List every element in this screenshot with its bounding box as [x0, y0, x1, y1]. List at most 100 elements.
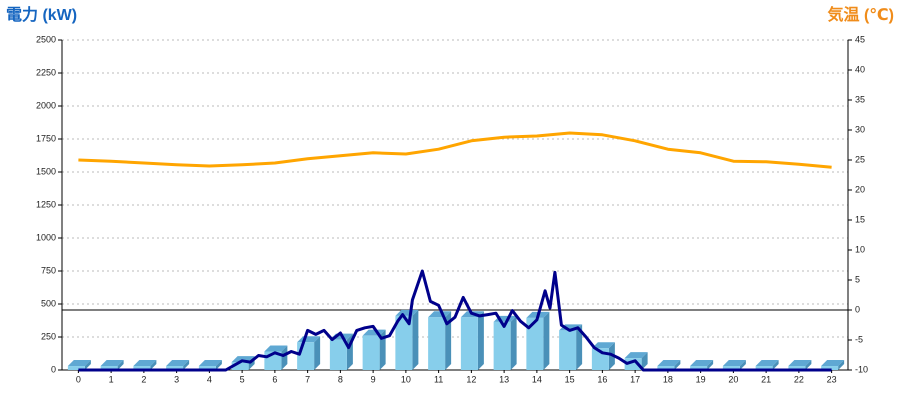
bar: [722, 366, 740, 370]
x-tick-label: 23: [827, 374, 837, 384]
bar: [657, 366, 675, 370]
bar-side: [805, 360, 812, 370]
y-axis-title: 電力 (kW): [6, 5, 77, 24]
x-tick-label: 17: [630, 374, 640, 384]
x-tick-label: 9: [371, 374, 376, 384]
y2-tick-label: 35: [855, 94, 865, 104]
x-tick-label: 4: [207, 374, 212, 384]
grid: [62, 39, 848, 338]
bar-3d: [690, 360, 714, 370]
bar-3d: [198, 360, 222, 370]
x-tick-label: 18: [663, 374, 673, 384]
y-tick-label: 500: [41, 298, 56, 308]
bar-side: [674, 360, 681, 370]
bar-side: [641, 352, 648, 370]
bar-side: [477, 311, 484, 370]
bar-side: [215, 360, 222, 370]
bar: [428, 317, 446, 370]
x-tick-label: 13: [499, 374, 509, 384]
bar-top: [166, 360, 190, 367]
x-tick-label: 19: [696, 374, 706, 384]
y2-tick-label: 40: [855, 64, 865, 74]
bar-side: [84, 360, 91, 370]
bar-top: [133, 360, 157, 367]
bar: [755, 366, 773, 370]
y2-tick-label: -5: [855, 334, 863, 344]
bar-side: [117, 360, 124, 370]
bar-3d: [133, 360, 157, 370]
y2-tick-label: 15: [855, 214, 865, 224]
bar: [788, 366, 806, 370]
bar-side: [445, 311, 452, 370]
bar-top: [591, 342, 615, 349]
bar-3d: [362, 329, 386, 370]
bar-side: [838, 360, 845, 370]
x-tick-label: 3: [174, 374, 179, 384]
bar: [559, 330, 577, 370]
bar: [460, 317, 478, 370]
bar-side: [281, 345, 288, 370]
bar: [690, 366, 708, 370]
bar-side: [707, 360, 714, 370]
bar: [198, 366, 216, 370]
y-tick-label: 1000: [36, 232, 56, 242]
x-tick-label: 12: [466, 374, 476, 384]
x-tick-label: 0: [76, 374, 81, 384]
y2-tick-label: 10: [855, 244, 865, 254]
bar-top: [100, 360, 124, 367]
bar-top: [624, 352, 648, 359]
bar-3d: [722, 360, 746, 370]
y-tick-label: 1500: [36, 166, 56, 176]
bar-side: [150, 360, 157, 370]
x-tick-label: 2: [141, 374, 146, 384]
y-tick-label: 1250: [36, 199, 56, 209]
bar: [67, 366, 85, 370]
bar: [329, 339, 347, 370]
y2-tick-label: 30: [855, 124, 865, 134]
x-tick-label: 1: [109, 374, 114, 384]
x-tick-label: 21: [761, 374, 771, 384]
x-tick-label: 22: [794, 374, 804, 384]
bar-3d: [428, 311, 452, 370]
x-tick-label: 6: [272, 374, 277, 384]
bar-3d: [755, 360, 779, 370]
bar-top: [198, 360, 222, 367]
bar: [133, 366, 151, 370]
bar-side: [183, 360, 190, 370]
bar: [166, 366, 184, 370]
y2-tick-label: 5: [855, 274, 860, 284]
bar: [624, 358, 642, 370]
bar-3d: [100, 360, 124, 370]
x-tick-label: 14: [532, 374, 542, 384]
bar: [395, 315, 413, 370]
x-tick-label: 7: [305, 374, 310, 384]
x-tick-label: 16: [597, 374, 607, 384]
bar-side: [510, 315, 517, 370]
power-line: [78, 269, 832, 372]
bar-side: [543, 311, 550, 370]
x-tick-label: 10: [401, 374, 411, 384]
y-tick-label: 250: [41, 331, 56, 341]
bar-3d: [624, 352, 648, 370]
bar-top: [821, 360, 845, 367]
y-tick-label: 1750: [36, 133, 56, 143]
y-tick-label: 2250: [36, 67, 56, 77]
y2-tick-label: 0: [855, 304, 860, 314]
bar: [821, 366, 839, 370]
bar-top: [264, 345, 288, 352]
x-tick-label: 20: [728, 374, 738, 384]
bar: [362, 335, 380, 370]
y-tick-label: 750: [41, 265, 56, 275]
bar: [493, 321, 511, 370]
y-tick-label: 2000: [36, 100, 56, 110]
bar-3d: [788, 360, 812, 370]
y2-tick-label: -10: [855, 364, 868, 374]
x-tick-label: 8: [338, 374, 343, 384]
bar: [100, 366, 118, 370]
bar-top: [657, 360, 681, 367]
bar-top: [67, 360, 91, 367]
y2-tick-label: 25: [855, 154, 865, 164]
bar: [297, 342, 315, 370]
bar-side: [576, 324, 583, 370]
